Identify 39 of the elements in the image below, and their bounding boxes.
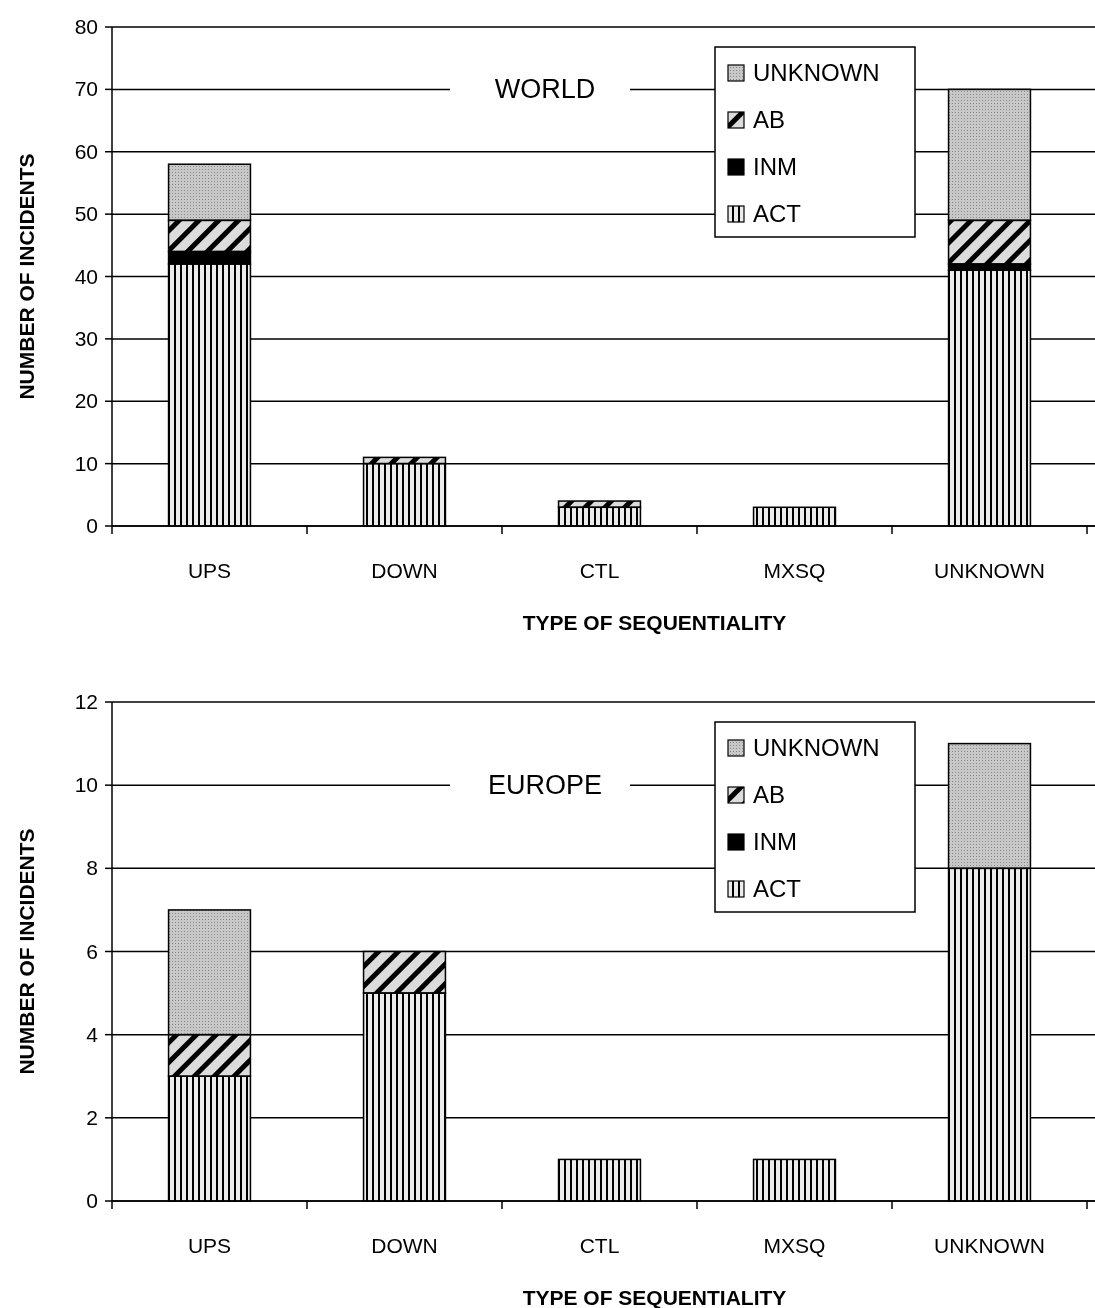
y-tick-label: 60 [74, 139, 98, 163]
text: WORLD [494, 74, 596, 105]
x-tick-label: UPS [187, 1234, 232, 1257]
legend-label: INM [753, 828, 797, 855]
y-tick-label: 20 [74, 389, 98, 413]
x-tick-label: DOWN [371, 559, 438, 582]
x-tick-label: DOWN [371, 1234, 438, 1257]
y-tick-label: 10 [74, 773, 98, 797]
y-tick-label: 8 [86, 856, 98, 880]
y-tick-label: 2 [86, 1105, 98, 1129]
legend-label: AB [753, 781, 786, 808]
x-tick-label: CTL [579, 1234, 620, 1257]
x-tick-label: MXSQ [763, 559, 826, 582]
x-axis-title: TYPE OF SEQUENTIALITY [522, 611, 787, 634]
y-tick-label: 80 [74, 15, 98, 38]
y-tick-label: 10 [74, 451, 98, 475]
x-tick-label: UNKNOWN [934, 559, 1045, 582]
legend-label: AB [753, 106, 786, 133]
y-tick-label: 4 [86, 1022, 99, 1046]
legend-label: ACT [753, 875, 802, 902]
y-axis-title: NUMBER OF INCIDENTS [15, 153, 38, 400]
x-tick-label: MXSQ [763, 1234, 826, 1257]
y-tick-label: 30 [74, 326, 98, 350]
y-tick-label: 40 [74, 264, 98, 288]
y-axis-title: NUMBER OF INCIDENTS [15, 828, 38, 1075]
x-tick-label: UNKNOWN [934, 1234, 1045, 1257]
x-tick-label: UPS [187, 559, 232, 582]
x-tick-label: CTL [579, 559, 620, 582]
legend-label: ACT [753, 200, 802, 227]
text: EUROPE [487, 770, 603, 801]
legend-label: UNKNOWN [753, 734, 880, 761]
y-tick-label: 0 [86, 514, 98, 537]
y-tick-label: 50 [74, 202, 98, 226]
y-tick-label: 6 [86, 939, 98, 963]
y-tick-label: 70 [74, 77, 98, 101]
legend-label: INM [753, 153, 797, 180]
y-tick-label: 0 [86, 1189, 98, 1212]
y-tick-label: 12 [74, 690, 98, 713]
legend-label: UNKNOWN [753, 59, 880, 86]
